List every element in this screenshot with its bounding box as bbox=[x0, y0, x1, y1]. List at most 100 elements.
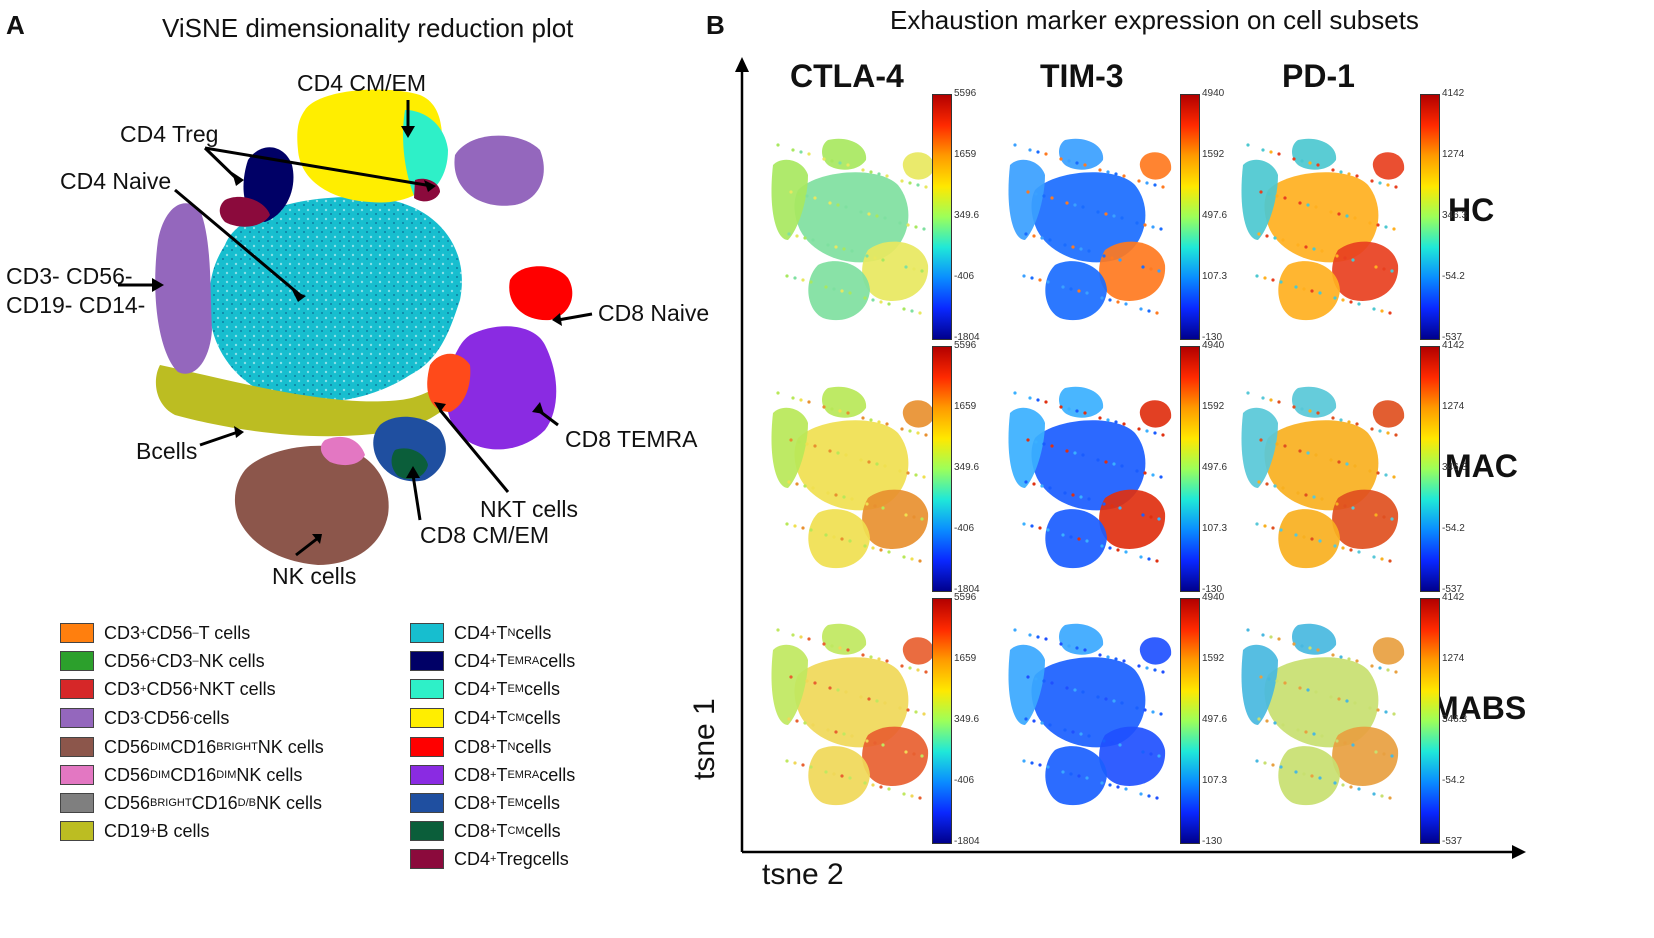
tsne-point bbox=[1108, 298, 1112, 302]
tsne-point bbox=[1096, 210, 1100, 214]
tsne-point bbox=[1298, 201, 1302, 205]
colorbar-tick-label: 346.3 bbox=[1442, 462, 1468, 473]
tsne-point bbox=[1100, 544, 1104, 548]
arrow-cd4-treg-2 bbox=[204, 146, 433, 188]
tsne-point bbox=[1306, 451, 1310, 455]
tsne-point bbox=[1257, 717, 1261, 721]
tsne-point bbox=[1083, 648, 1087, 652]
tsne-point bbox=[1149, 515, 1153, 519]
tsne-point bbox=[1271, 278, 1275, 282]
colorbar-tick-label: 5596 bbox=[954, 592, 977, 603]
tsne-point bbox=[912, 515, 916, 519]
tsne-point bbox=[1067, 644, 1071, 648]
tsne-point bbox=[1112, 699, 1116, 703]
tsne-point bbox=[863, 781, 867, 785]
tsne-point bbox=[861, 653, 865, 657]
tsne-point bbox=[1314, 453, 1318, 457]
tsne-point bbox=[1096, 695, 1100, 699]
tsne-point bbox=[1087, 249, 1091, 253]
tsne-point bbox=[1139, 792, 1143, 796]
tsne-point bbox=[1265, 482, 1269, 486]
tsne-point bbox=[1044, 152, 1048, 156]
legend-item: CD8 + T CM cells bbox=[410, 818, 561, 844]
tsne-point bbox=[1159, 712, 1163, 716]
tsne-cluster-blob bbox=[1332, 726, 1399, 786]
panel-b-title: Exhaustion marker expression on cell sub… bbox=[890, 5, 1419, 35]
tsne-point bbox=[1318, 291, 1322, 295]
tsne-point bbox=[1386, 668, 1390, 672]
tsne-point bbox=[1275, 679, 1279, 683]
tsne-point bbox=[1141, 750, 1145, 754]
tsne-point bbox=[916, 668, 920, 672]
tsne-mini-plot bbox=[771, 623, 935, 806]
tsne-point bbox=[822, 157, 826, 161]
colorbar-tick-label: -54.2 bbox=[1442, 775, 1465, 786]
group-label-mac: MAC bbox=[1445, 448, 1518, 484]
tsne-point bbox=[1143, 471, 1147, 475]
tsne-point bbox=[834, 493, 838, 497]
tsne-point bbox=[1368, 706, 1372, 710]
label-cd4-naive: CD4 Naive bbox=[60, 168, 172, 194]
tsne-point bbox=[776, 143, 780, 147]
tsne-point bbox=[1372, 307, 1376, 311]
colorbar-tick-label: 1659 bbox=[954, 149, 977, 160]
tsne-point bbox=[879, 300, 883, 304]
tsne-point bbox=[867, 460, 871, 464]
tsne-point bbox=[877, 420, 881, 424]
tsne-point bbox=[881, 258, 885, 262]
tsne-point bbox=[1036, 635, 1040, 639]
tsne-point bbox=[1044, 637, 1048, 641]
tsne-cluster-blob bbox=[902, 152, 935, 180]
tsne-point bbox=[918, 311, 922, 315]
tsne-cluster-blob bbox=[862, 489, 929, 549]
tsne-point bbox=[844, 690, 848, 694]
tsne-point bbox=[1075, 409, 1079, 413]
tsne-point bbox=[1155, 311, 1159, 315]
tsne-point bbox=[828, 449, 832, 453]
tsne-point bbox=[1255, 274, 1259, 278]
colorbar bbox=[1420, 346, 1440, 592]
arrow-cd4-naive bbox=[174, 188, 301, 297]
tsne-point bbox=[875, 462, 879, 466]
colorbar-tick-label: -1804 bbox=[954, 836, 980, 847]
y-axis-arrowhead bbox=[735, 57, 749, 72]
tsne-point bbox=[1120, 701, 1124, 705]
tsne-point bbox=[1304, 730, 1308, 734]
tsne-point bbox=[1316, 411, 1320, 415]
tsne-point bbox=[1079, 495, 1083, 499]
tsne-cluster-blob bbox=[1059, 623, 1104, 655]
tsne-point bbox=[1351, 743, 1355, 747]
tsne-point bbox=[914, 710, 918, 714]
tsne-point bbox=[1320, 249, 1324, 253]
legend-swatch bbox=[410, 737, 444, 757]
tsne-point bbox=[1355, 174, 1359, 178]
tsne-point bbox=[1333, 296, 1337, 300]
label-cd8-cmem: CD8 CM/EM bbox=[420, 522, 550, 548]
tsne-point bbox=[1106, 655, 1110, 659]
tsne-point bbox=[916, 183, 920, 187]
tsne-point bbox=[1261, 148, 1265, 152]
tsne-point bbox=[1069, 535, 1073, 539]
tsne-point bbox=[1257, 232, 1261, 236]
colorbar bbox=[1180, 346, 1200, 592]
tsne-point bbox=[795, 234, 799, 238]
tsne-point bbox=[1096, 458, 1100, 462]
tsne-point bbox=[1106, 418, 1110, 422]
tsne-cluster-blob bbox=[1372, 152, 1405, 180]
tsne-point bbox=[1112, 214, 1116, 218]
tsne-point bbox=[1283, 196, 1287, 200]
tsne-point bbox=[799, 150, 803, 154]
tsne-point bbox=[877, 172, 881, 176]
panel-b-letter: B bbox=[706, 10, 725, 40]
tsne-point bbox=[1271, 763, 1275, 767]
tsne-point bbox=[1048, 238, 1052, 242]
tsne-point bbox=[1139, 555, 1143, 559]
tsne-point bbox=[801, 526, 805, 530]
tsne-point bbox=[1259, 438, 1263, 442]
colorbar bbox=[1420, 94, 1440, 340]
tsne-point bbox=[871, 298, 875, 302]
tsne-point bbox=[1061, 533, 1065, 537]
tsne-mini-plot bbox=[1008, 386, 1172, 569]
